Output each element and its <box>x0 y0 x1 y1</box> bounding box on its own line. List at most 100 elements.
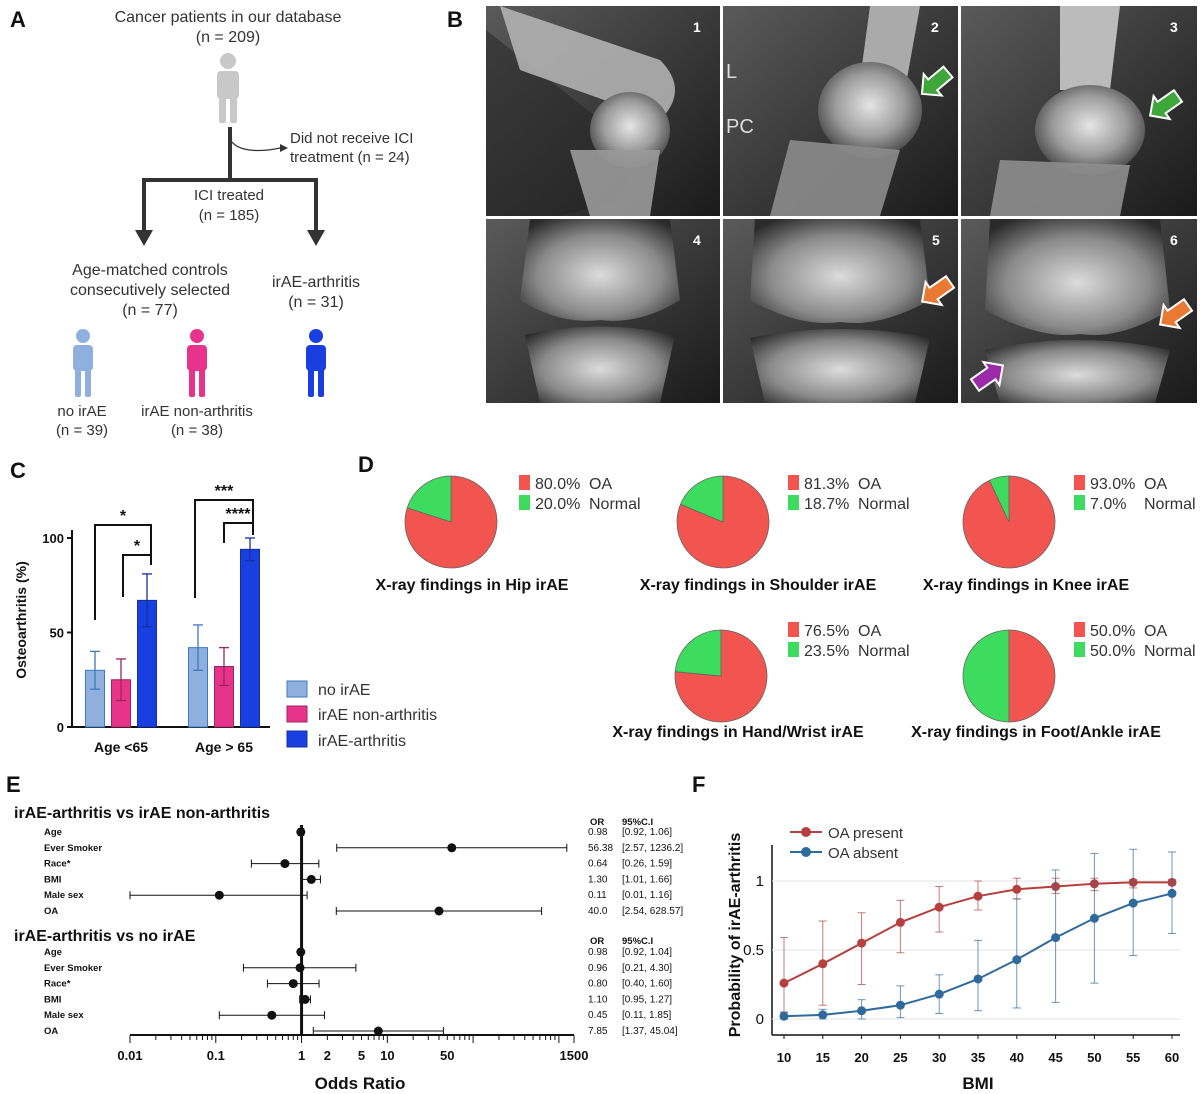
forest-row-label: Ever Smoker <box>44 963 102 974</box>
legend-oa-absent: OA absent <box>828 845 899 862</box>
f-point <box>1012 955 1022 965</box>
f-xlabel: BMI <box>962 1074 993 1093</box>
excluded-line1: Did not receive ICI <box>290 130 413 147</box>
pie-title: X-ray findings in Hand/Wrist irAE <box>612 724 864 741</box>
c-bars <box>85 537 260 728</box>
panel-d-letter: D <box>358 452 374 477</box>
forest-ci-value: [0.95, 1.27] <box>622 994 672 1005</box>
panel-d: D 80.0% OA 20.0% Normal X-ray findings in Hi… <box>358 452 1196 741</box>
forest-or-value: 0.11 <box>588 890 607 901</box>
c-legend: no irAE irAE non-arthritis irAE-arthriti… <box>286 680 437 750</box>
legend-swatch-arthritis <box>286 730 308 748</box>
pie-legend-normal-value: 23.5% <box>804 643 849 660</box>
f-point <box>857 938 867 948</box>
orange-arrow-icon <box>920 274 956 307</box>
forest-or-value: 1.30 <box>588 874 608 885</box>
c-ylabel: Osteoarthritis (%) <box>13 561 29 678</box>
database-title: Cancer patients in our database <box>115 9 342 26</box>
f-chart: 0 0.5 1 10 15 20 25 30 35 40 45 50 55 60 <box>743 845 1180 1065</box>
pie-legend-oa-value: 81.3% <box>804 476 849 493</box>
panel-a: A Cancer patients in our database (n = 2… <box>10 7 413 439</box>
forest-row: Race* 0.80 [0.40, 1.60] <box>44 979 672 990</box>
forest-row-label: Age <box>44 947 62 958</box>
no-irae-label: no irAE <box>57 403 106 420</box>
pie-chart: 76.5% OA 23.5% Normal X-ray findings in Hand… <box>612 622 910 741</box>
treated-title: ICI treated <box>194 187 264 204</box>
pie-slice-normal <box>962 629 1010 723</box>
pie-legend-normal-value: 18.7% <box>804 496 849 513</box>
person-icon-blue <box>306 329 326 397</box>
c-significance <box>94 499 254 620</box>
forest-point <box>295 963 305 973</box>
controls-n: (n = 77) <box>122 302 178 319</box>
pie-legend-oa-value: 76.5% <box>804 623 849 640</box>
c-categories: Age <65 Age > 65 <box>94 739 253 755</box>
controls-line1: Age-matched controls <box>72 262 228 279</box>
c-ytick-label: 50 <box>50 626 64 641</box>
e-section1-title: irAE-arthritis vs irAE non-arthritis <box>14 805 270 822</box>
pie-title: X-ray findings in Shoulder irAE <box>640 577 877 594</box>
pie-legend-swatch-normal <box>1074 495 1085 510</box>
arthritis-title: irAE-arthritis <box>272 274 360 291</box>
f-ytick-label: 0.5 <box>743 942 764 959</box>
forest-ci-value: [2.54, 628.57] <box>622 906 683 917</box>
e-x-tick-label: 2 <box>324 1048 331 1063</box>
no-irae-n: (n = 39) <box>56 422 108 439</box>
forest-or-value: 7.85 <box>588 1026 608 1037</box>
f-point <box>818 1010 828 1020</box>
panel-e-letter: E <box>6 772 21 797</box>
forest-row-label: Race* <box>44 979 71 990</box>
xray-number-2: 2 <box>931 19 939 35</box>
e-x-tick-label: 50 <box>440 1048 454 1063</box>
e-x-tick-label: 10 <box>380 1048 394 1063</box>
d-pies: 80.0% OA 20.0% Normal X-ray findings in Hip … <box>376 475 1196 741</box>
series-oa-absent <box>779 848 1177 1021</box>
xray-2: 2 L PC <box>723 6 958 216</box>
series-oa-present <box>779 877 1177 1013</box>
f-point <box>973 974 983 984</box>
forest-ci-value: [0.92, 1.04] <box>622 947 672 958</box>
pie-legend-oa-label: OA <box>858 476 881 493</box>
forest-row: OA 40.0 [2.54, 628.57] <box>44 906 683 917</box>
pie-legend-normal-label: Normal <box>1144 496 1196 513</box>
forest-or-value: 0.98 <box>588 947 608 958</box>
f-point <box>1167 888 1177 898</box>
excluded-line2: treatment (n = 24) <box>290 149 410 166</box>
f-ytick-label: 1 <box>756 873 764 890</box>
forest-row-label: Age <box>44 827 62 838</box>
pie-legend-swatch-normal <box>1074 642 1085 657</box>
f-xtick-label: 20 <box>854 1050 868 1065</box>
e-x-tick-label: 5 <box>358 1048 365 1063</box>
orange-arrow-icon <box>1158 297 1194 330</box>
forest-row: Age 0.98 [0.92, 1.04] <box>44 947 672 958</box>
xray-number-6: 6 <box>1170 232 1178 248</box>
forest-ci-value: [0.26, 1.59] <box>622 859 672 870</box>
sig-gt65-inner: **** <box>226 506 252 523</box>
pie-chart: 80.0% OA 20.0% Normal X-ray findings in Hip … <box>376 475 641 594</box>
f-xtick-label: 40 <box>1010 1050 1024 1065</box>
forest-ci-value: [0.92, 1.06] <box>622 827 672 838</box>
pie-title: X-ray findings in Knee irAE <box>923 577 1130 594</box>
forest-row: Ever Smoker 0.96 [0.21, 4.30] <box>44 963 672 974</box>
pie-chart: 81.3% OA 18.7% Normal X-ray findings in Shou… <box>640 475 910 594</box>
arthritis-n: (n = 31) <box>288 294 344 311</box>
pie-legend-oa-label: OA <box>589 476 612 493</box>
pie-title: X-ray findings in Hip irAE <box>376 577 569 594</box>
f-point <box>818 959 828 969</box>
pie-legend-normal-value: 20.0% <box>535 496 580 513</box>
pie-title: X-ray findings in Foot/Ankle irAE <box>911 724 1161 741</box>
person-icon-grey <box>217 53 239 123</box>
f-point <box>934 902 944 912</box>
forest-point <box>267 1010 277 1020</box>
f-xtick-label: 35 <box>971 1050 985 1065</box>
c-category-label: Age <65 <box>94 739 148 755</box>
pie-legend-oa-label: OA <box>1144 476 1167 493</box>
legend-oa-present: OA present <box>828 825 904 842</box>
e-ci-header-1: 95%C.I <box>622 817 653 828</box>
xray-3: 3 <box>961 6 1197 216</box>
f-legend: OA present OA absent <box>790 825 904 862</box>
xray-number-5: 5 <box>932 232 940 248</box>
forest-row-label: Male sex <box>44 890 84 901</box>
controls-line2: consecutively selected <box>70 282 230 299</box>
